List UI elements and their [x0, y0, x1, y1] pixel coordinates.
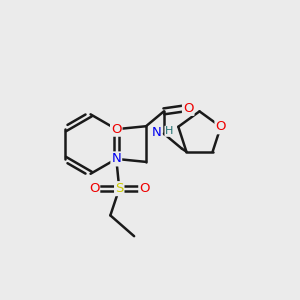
Text: H: H: [165, 126, 173, 136]
Text: O: O: [139, 182, 150, 195]
Text: N: N: [152, 126, 161, 139]
Text: O: O: [89, 182, 99, 195]
Text: S: S: [115, 182, 124, 195]
Text: O: O: [111, 123, 122, 136]
Text: O: O: [215, 120, 226, 133]
Text: O: O: [183, 102, 194, 115]
Text: N: N: [111, 152, 121, 165]
